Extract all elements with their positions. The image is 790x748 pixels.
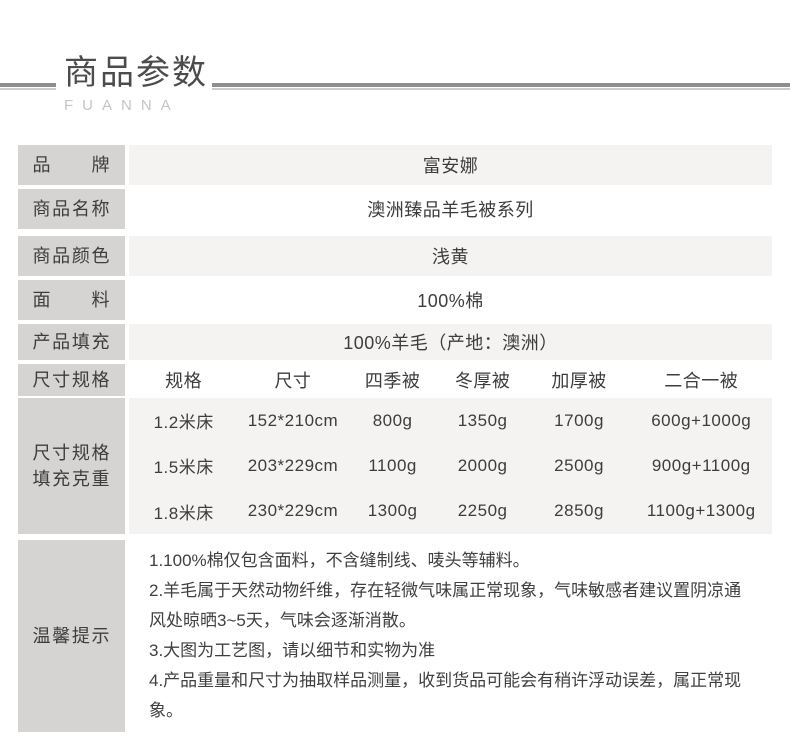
spec-label-text: 商品名称 — [32, 198, 111, 219]
spec-table: 品牌 富安娜 商品名称 澳洲臻品羊毛被系列 商品颜色 浅黄 面料 100%棉 — [18, 145, 772, 732]
spec-row-product-name: 商品名称 澳洲臻品羊毛被系列 — [18, 189, 772, 229]
spec-value-brand: 富安娜 — [129, 145, 772, 185]
size-data-label: 尺寸规格 填充克重 — [18, 398, 125, 534]
tip-item: 3.大图为工艺图，请以细节和实物为准 — [149, 641, 436, 660]
size-cell: 2850g — [554, 501, 604, 521]
tip-item: 1.100%棉仅包含面料，不含缝制线、唛头等辅料。 — [149, 551, 530, 570]
spec-value-fabric: 100%棉 — [129, 280, 772, 320]
tips-row: 温馨提示 1.100%棉仅包含面料，不含缝制线、唛头等辅料。 2.羊毛属于天然动… — [18, 540, 772, 732]
page-title: 商品参数 — [64, 54, 208, 92]
spec-row-fabric: 面料 100%棉 — [18, 280, 772, 320]
spec-label-text: 尺寸规格 — [32, 442, 111, 463]
size-column-header: 规格 — [165, 371, 203, 391]
spec-label-brand: 品牌 — [18, 145, 125, 185]
spec-value-product-name: 澳洲臻品羊毛被系列 — [129, 189, 772, 229]
size-cell: 2250g — [457, 501, 508, 521]
size-column-header: 加厚被 — [551, 371, 607, 391]
tips-label: 温馨提示 — [18, 540, 125, 732]
rule-light-line — [0, 88, 56, 90]
rule-dark-line — [212, 83, 790, 87]
spec-label-text: 温馨提示 — [32, 625, 111, 646]
size-cell: 800g — [372, 410, 413, 430]
spec-label-text: 填充克重 — [32, 469, 111, 489]
tip-item: 4.产品重量和尺寸为抽取样品测量，收到货品可能会有稍许浮动误差，属正常现象。 — [149, 671, 742, 720]
size-cell: 900g+1100g — [651, 455, 751, 475]
spec-label-text: 面料 — [32, 289, 111, 310]
size-header-label: 尺寸规格 — [18, 364, 125, 396]
size-cell: 1350g — [457, 410, 508, 430]
spec-label-text: 品牌 — [32, 154, 111, 175]
size-cell: 2000g — [457, 455, 508, 475]
size-cell: 230*229cm — [247, 501, 339, 521]
tips-content: 1.100%棉仅包含面料，不含缝制线、唛头等辅料。 2.羊毛属于天然动物纤维，存… — [129, 540, 772, 732]
size-cell: 1.5米床 — [153, 458, 214, 478]
tip-item: 2.羊毛属于天然动物纤维，存在轻微气味属正常现象，气味敏感者建议置阴凉通风处晾晒… — [149, 581, 742, 630]
rule-light-line — [212, 88, 790, 90]
size-cell: 1100g+1300g — [646, 501, 756, 521]
size-cell: 600g+1000g — [651, 410, 752, 430]
right-divider-rule — [212, 83, 790, 90]
spec-label-filling: 产品填充 — [18, 324, 125, 360]
size-cell: 2500g — [554, 455, 604, 475]
size-cell: 152*210cm — [247, 410, 339, 430]
spec-row-color: 商品颜色 浅黄 — [18, 236, 772, 276]
size-data-values: 1.2米床 152*210cm 800g 1350g 1700g 600g+10… — [129, 398, 772, 534]
size-cell: 1700g — [554, 410, 604, 430]
spec-label-product-name: 商品名称 — [18, 189, 125, 229]
spec-value-filling: 100%羊毛（产地：澳洲） — [129, 324, 772, 360]
left-divider-rule — [0, 83, 56, 90]
size-column-header: 二合一被 — [664, 371, 739, 391]
section-header: 商品参数 FUANNA — [0, 0, 790, 145]
brand-subtitle: FUANNA — [64, 96, 180, 114]
spec-label-text: 商品颜色 — [32, 245, 111, 266]
size-column-header: 冬厚被 — [454, 371, 511, 391]
size-data-grid: 1.2米床 152*210cm 800g 1350g 1700g 600g+10… — [129, 398, 772, 534]
rule-dark-line — [0, 83, 56, 87]
size-data-row: 尺寸规格 填充克重 1.2米床 152*210cm 800g 1350g 170… — [18, 398, 772, 534]
spec-label-color: 商品颜色 — [18, 236, 125, 276]
size-cell: 1.8米床 — [153, 503, 214, 523]
size-cell: 1.2米床 — [153, 413, 214, 433]
size-column-header: 尺寸 — [274, 371, 312, 391]
spec-label-text: 尺寸规格 — [32, 369, 111, 390]
spec-row-brand: 品牌 富安娜 — [18, 145, 772, 185]
size-cell: 1300g — [367, 501, 418, 521]
size-column-header: 四季被 — [364, 371, 421, 391]
size-header-values: 规格 尺寸 四季被 冬厚被 加厚被 二合一被 — [129, 364, 772, 396]
spec-label-fabric: 面料 — [18, 280, 125, 320]
size-columns-grid: 规格 尺寸 四季被 冬厚被 加厚被 二合一被 — [129, 367, 772, 393]
size-cell: 1100g — [368, 455, 417, 475]
size-header-row: 尺寸规格 规格 尺寸 四季被 冬厚被 加厚被 二合一被 — [18, 364, 772, 396]
spec-row-filling: 产品填充 100%羊毛（产地：澳洲） — [18, 324, 772, 360]
spec-label-text: 产品填充 — [32, 331, 111, 352]
spec-value-color: 浅黄 — [129, 236, 772, 276]
title-group: 商品参数 FUANNA — [64, 54, 208, 114]
size-cell: 203*229cm — [247, 455, 339, 475]
